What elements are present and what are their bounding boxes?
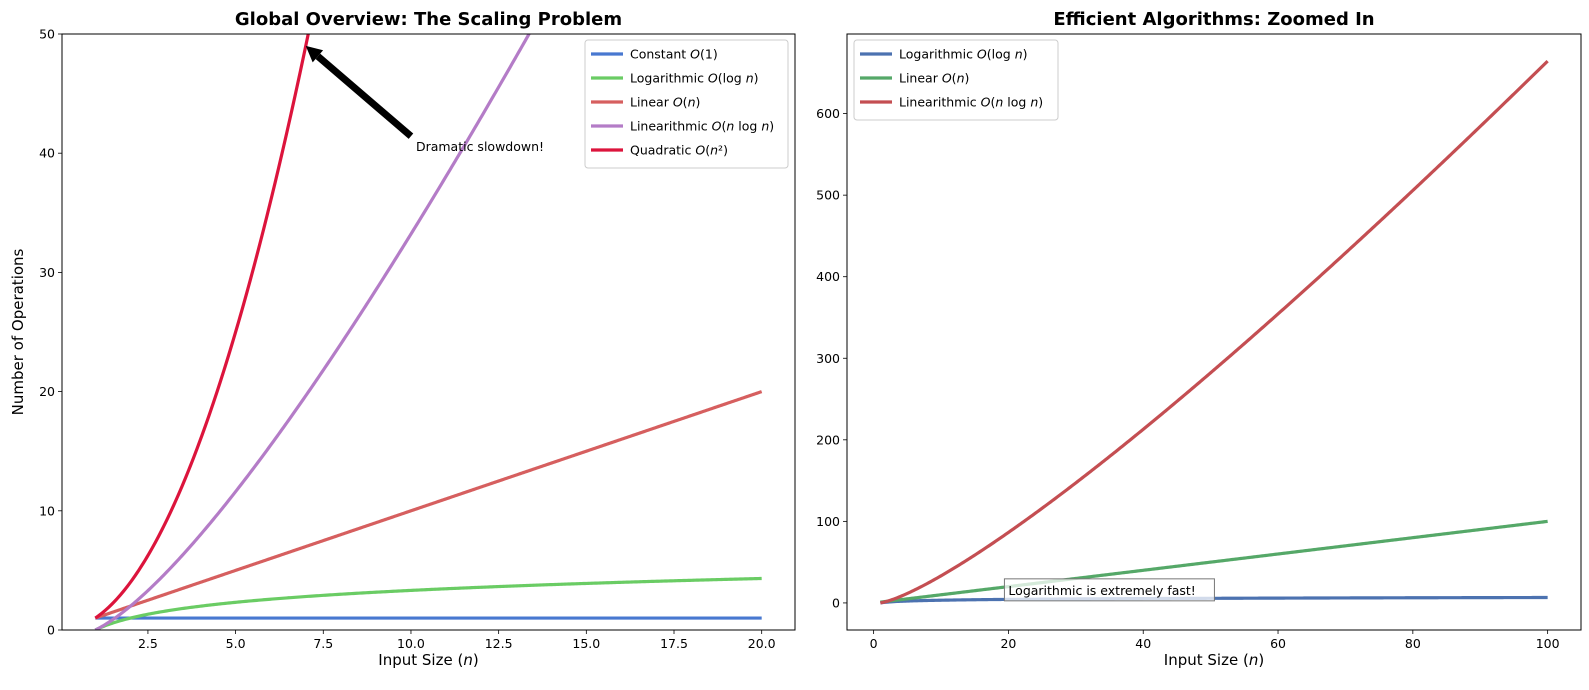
x-tick-label: 60 xyxy=(1270,636,1286,651)
x-axis-label: Input Size (n) xyxy=(1164,651,1264,669)
annotation: Logarithmic is extremely fast! xyxy=(1003,578,1215,602)
series-line-quadratic xyxy=(94,34,310,620)
y-tick-label: 200 xyxy=(816,432,840,447)
y-tick-label: 40 xyxy=(39,146,55,161)
annotation-box xyxy=(1003,578,1215,602)
legend-frame xyxy=(853,39,1059,121)
x-tick-label: 17.5 xyxy=(660,636,688,651)
x-tick-label: 40 xyxy=(1135,636,1151,651)
legend: Logarithmic O(log n) Linear O(n) Linearith… xyxy=(853,39,1059,121)
series-line-nlogn xyxy=(94,34,531,630)
y-tick-label: 20 xyxy=(39,384,55,399)
y-tick-label: 0 xyxy=(832,595,840,610)
series-line-linear xyxy=(94,390,763,620)
annotation-text: Dramatic slowdown! xyxy=(416,139,544,154)
y-tick-label: 10 xyxy=(39,503,55,518)
x-tick-label: 20.0 xyxy=(748,636,776,651)
y-tick-label: 100 xyxy=(816,514,840,529)
legend-label: Linearithmic O(n log n) xyxy=(630,119,774,134)
y-axis-label: Number of Operations xyxy=(9,248,27,415)
x-tick-label: 10.0 xyxy=(397,636,425,651)
legend-label: Logarithmic O(log n) xyxy=(630,71,759,86)
y-tick-label: 30 xyxy=(39,265,55,280)
y-tick-label: 400 xyxy=(816,269,840,284)
plot-area xyxy=(880,59,1549,605)
x-tick-label: 20 xyxy=(1000,636,1016,651)
legend-label: Quadratic O(n²) xyxy=(630,143,728,158)
x-tick-label: 12.5 xyxy=(485,636,513,651)
x-tick-label: 7.5 xyxy=(313,636,333,651)
legend-label: Linearithmic O(n log n) xyxy=(899,95,1043,110)
x-tick-label: 5.0 xyxy=(226,636,246,651)
plot-area xyxy=(94,34,763,630)
legend: Constant O(1) Logarithmic O(log n) Linear … xyxy=(584,39,789,169)
x-tick-label: 80 xyxy=(1405,636,1421,651)
x-tick-label: 100 xyxy=(1536,636,1560,651)
legend-label: Linear O(n) xyxy=(899,71,969,86)
legend-label: Constant O(1) xyxy=(630,47,718,62)
subplot-2: 0 20 40 60 80 100 0 100 200 300 400 500 600 Efficient… xyxy=(816,9,1582,669)
annotation-arrow-head xyxy=(305,45,324,63)
series-line-linear xyxy=(880,519,1548,604)
x-tick-label: 15.0 xyxy=(572,636,600,651)
y-tick-label: 0 xyxy=(47,623,55,638)
legend-label: Logarithmic O(log n) xyxy=(899,47,1028,62)
annotation-arrow-shaft xyxy=(315,53,414,139)
x-axis-label: Input Size (n) xyxy=(378,651,478,669)
y-tick-label: 500 xyxy=(816,188,840,203)
x-tick-label: 0 xyxy=(870,636,878,651)
legend-frame xyxy=(584,39,789,169)
chart-title: Efficient Algorithms: Zoomed In xyxy=(1053,9,1374,30)
y-tick-label: 50 xyxy=(39,27,55,42)
annotation-text: Logarithmic is extremely fast! xyxy=(1008,583,1195,598)
y-tick-label: 600 xyxy=(816,106,840,121)
axes-frame xyxy=(61,33,796,631)
x-tick-label: 2.5 xyxy=(138,636,158,651)
legend-label: Linear O(n) xyxy=(630,95,700,110)
series-line-log xyxy=(94,576,762,630)
y-tick-label: 300 xyxy=(816,351,840,366)
subplot-1: 2.5 5.0 7.5 10.0 12.5 15.0 17.5 20.0 0 10 20 30 40 50… xyxy=(9,9,796,669)
series-line-nlogn xyxy=(880,59,1549,605)
axes-frame xyxy=(846,33,1582,631)
chart-title: Global Overview: The Scaling Problem xyxy=(235,9,622,30)
